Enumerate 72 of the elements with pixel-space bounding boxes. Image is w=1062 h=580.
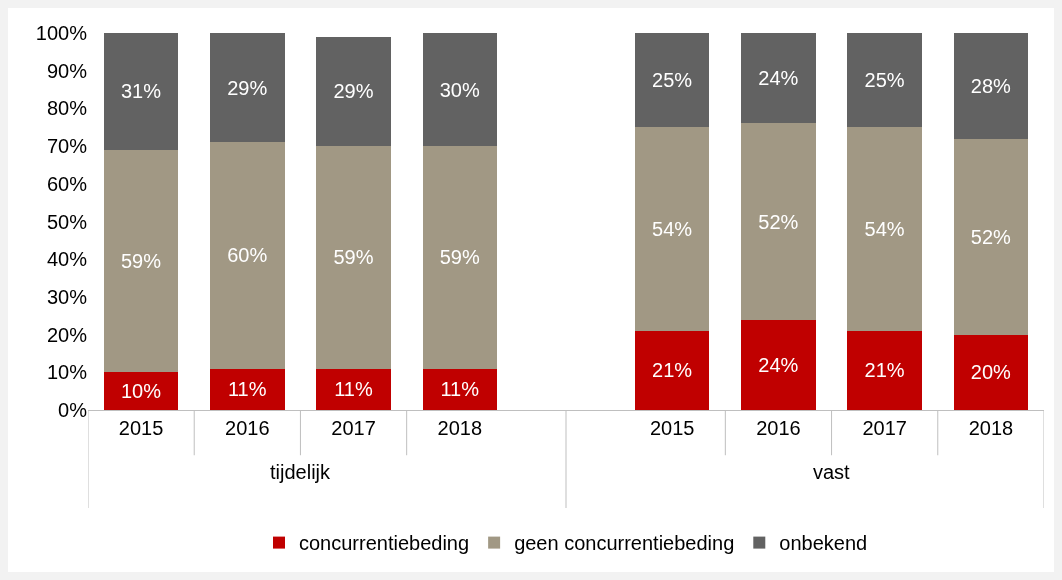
data-label: 54% [652,218,693,241]
legend-label: geen concurrentiebeding [514,532,735,555]
data-label: 25% [652,69,693,92]
bar [635,33,710,128]
bar [316,146,391,369]
data-label: 24% [758,353,799,376]
x-tick-label: 2015 [118,417,164,439]
bar [210,33,285,143]
y-tick-label: 100% [35,22,88,44]
bar [741,123,816,320]
data-label: 28% [970,74,1012,97]
data-label: 20% [970,361,1012,384]
bar [635,330,710,410]
data-label: 10% [120,380,162,403]
data-label: 59% [333,246,374,269]
x-tick-label: 2016 [756,417,801,439]
y-tick-label: 70% [46,135,88,158]
bar [103,33,179,150]
x-tick-label: 2015 [649,417,695,439]
bar [316,36,391,147]
bar [422,368,497,410]
x-tick-label: 2018 [437,417,483,439]
bar [316,368,391,410]
data-label: 52% [758,210,799,233]
text: vast [813,461,851,483]
y-tick-label: 80% [46,97,88,120]
y-tick-label: 40% [46,248,88,271]
y-tick-label: 30% [46,285,88,308]
data-label: 29% [227,76,268,99]
bar [847,33,922,128]
bar [210,142,285,369]
x-tick-label: 2016 [225,417,270,439]
bar [741,33,816,124]
data-label: 11% [227,378,267,401]
x-tick-label: 2017 [331,417,376,439]
bar [953,33,1029,139]
y-tick-label: 0% [58,399,88,421]
x-tick-label: 2017 [862,417,907,439]
y-tick-label: 10% [46,361,88,384]
bar [741,319,816,410]
data-label: 30% [439,78,480,101]
bar [635,127,710,331]
y-tick-label: 50% [46,210,88,233]
data-label: 11% [440,378,480,401]
data-label: 21% [652,359,693,382]
data-label: 54% [864,218,905,241]
data-label: 24% [758,67,799,90]
y-tick-label: 90% [46,59,88,82]
data-label: 25% [864,69,905,92]
data-label: 52% [970,225,1012,248]
data-label: 59% [120,250,162,273]
legend-label: onbekend [779,532,868,555]
legend-label: concurrentiebeding [299,532,470,555]
bar [103,372,179,410]
x-tick-label: 2018 [968,417,1014,439]
bar [422,33,497,147]
data-label: 21% [864,359,905,382]
data-label: 59% [439,246,480,269]
bar [953,138,1029,335]
bar [847,127,922,331]
data-label: 31% [120,80,162,103]
data-label: 60% [227,244,268,267]
bar [847,330,922,410]
data-label: 29% [333,80,374,103]
bar [422,146,497,369]
y-tick-label: 20% [46,323,88,346]
text: tijdelijk [270,461,332,483]
y-tick-label: 60% [46,172,88,195]
data-label: 11% [334,378,373,401]
bar [103,149,179,373]
bar [953,334,1029,410]
bar [210,368,285,410]
